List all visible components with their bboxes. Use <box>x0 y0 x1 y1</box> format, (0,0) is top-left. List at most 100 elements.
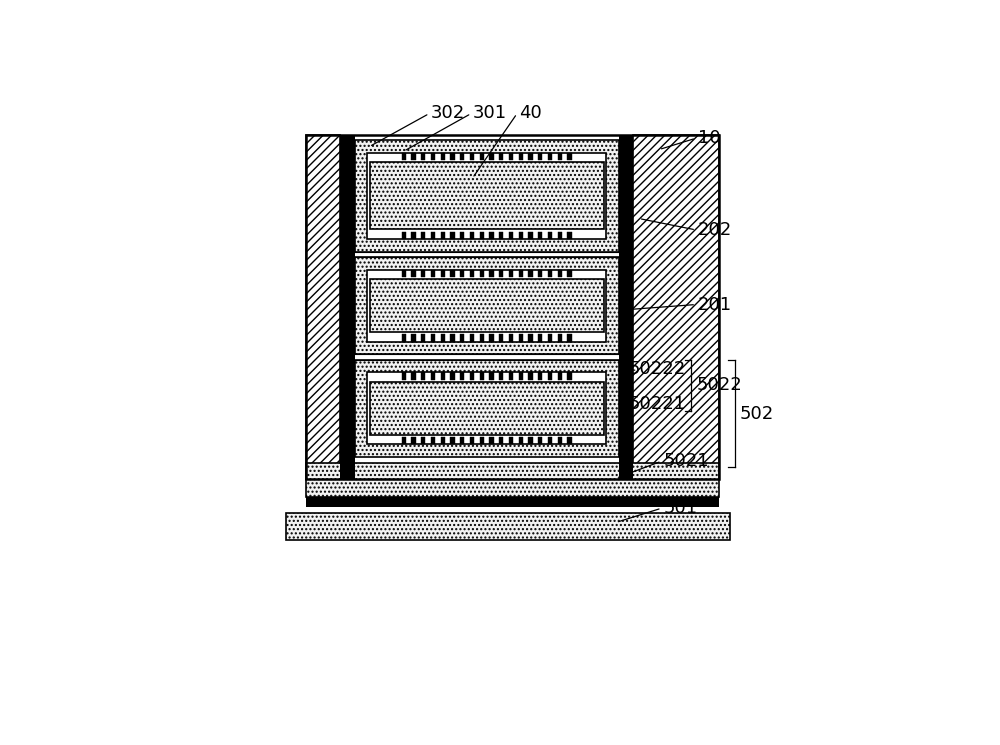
Bar <box>470 372 474 380</box>
Bar <box>431 153 435 160</box>
Bar <box>460 372 464 380</box>
Bar <box>528 232 533 239</box>
Bar <box>538 270 542 277</box>
Bar <box>431 437 435 445</box>
Bar <box>421 232 425 239</box>
Bar <box>441 437 445 445</box>
Bar <box>441 372 445 380</box>
Bar <box>470 437 474 445</box>
Text: 201: 201 <box>698 296 732 314</box>
Bar <box>470 232 474 239</box>
Bar <box>480 437 484 445</box>
Bar <box>402 232 406 239</box>
Bar <box>402 335 406 342</box>
Bar <box>306 497 719 507</box>
Bar <box>470 270 474 277</box>
Bar <box>355 252 619 257</box>
Bar <box>538 335 542 342</box>
Bar <box>450 153 455 160</box>
Bar <box>306 136 719 480</box>
Bar <box>489 232 494 239</box>
Bar <box>340 136 355 480</box>
Bar <box>499 270 503 277</box>
Bar <box>519 372 523 380</box>
Bar <box>548 270 552 277</box>
Bar <box>286 513 730 540</box>
Bar <box>567 335 572 342</box>
Text: 50222: 50222 <box>629 361 686 378</box>
Bar <box>509 335 513 342</box>
Bar <box>355 360 619 457</box>
Bar <box>548 437 552 445</box>
Bar <box>480 232 484 239</box>
Bar <box>431 270 435 277</box>
Bar <box>450 372 455 380</box>
Bar <box>441 335 445 342</box>
Bar <box>431 335 435 342</box>
Bar <box>402 153 406 160</box>
Bar <box>355 257 619 355</box>
Bar <box>421 437 425 445</box>
Bar <box>519 270 523 277</box>
Bar <box>499 372 503 380</box>
Bar <box>370 382 604 435</box>
Bar <box>519 437 523 445</box>
Bar <box>499 232 503 239</box>
Bar <box>480 270 484 277</box>
Bar <box>355 136 619 480</box>
Bar <box>480 372 484 380</box>
Text: 501: 501 <box>663 499 697 517</box>
Bar <box>480 335 484 342</box>
Bar <box>470 335 474 342</box>
Bar <box>633 136 719 480</box>
Bar <box>306 463 719 497</box>
Bar <box>370 279 604 332</box>
Text: 302: 302 <box>431 104 465 122</box>
Text: 40: 40 <box>519 104 542 122</box>
Bar <box>499 335 503 342</box>
Bar <box>489 153 494 160</box>
Bar <box>558 437 562 445</box>
Bar <box>509 232 513 239</box>
Text: 5021: 5021 <box>663 452 709 470</box>
Text: 301: 301 <box>473 104 507 122</box>
Bar <box>402 372 406 380</box>
Bar <box>355 140 619 252</box>
Bar <box>567 232 572 239</box>
Bar <box>558 335 562 342</box>
Bar <box>509 153 513 160</box>
Bar <box>528 335 533 342</box>
Bar <box>460 153 464 160</box>
Bar <box>480 153 484 160</box>
Bar <box>411 437 416 445</box>
Bar <box>411 270 416 277</box>
Bar <box>460 437 464 445</box>
Bar <box>519 232 523 239</box>
Bar <box>367 372 606 445</box>
Bar <box>548 335 552 342</box>
Bar <box>431 232 435 239</box>
Bar <box>411 153 416 160</box>
Bar <box>538 232 542 239</box>
Bar <box>370 162 604 229</box>
Bar <box>450 232 455 239</box>
Bar <box>567 270 572 277</box>
Bar <box>411 372 416 380</box>
Bar <box>499 153 503 160</box>
Bar <box>489 437 494 445</box>
Bar <box>548 153 552 160</box>
Bar <box>421 372 425 380</box>
Bar <box>558 372 562 380</box>
Bar <box>528 437 533 445</box>
Bar <box>367 270 606 342</box>
Text: 10: 10 <box>698 129 720 148</box>
Bar <box>367 153 606 239</box>
Bar <box>460 335 464 342</box>
Bar <box>489 372 494 380</box>
Text: 202: 202 <box>698 221 732 239</box>
Bar <box>421 153 425 160</box>
Bar <box>548 372 552 380</box>
Bar <box>528 270 533 277</box>
Bar <box>450 437 455 445</box>
Bar <box>567 437 572 445</box>
